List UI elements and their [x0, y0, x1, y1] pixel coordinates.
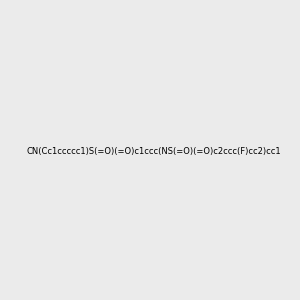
Text: CN(Cc1ccccc1)S(=O)(=O)c1ccc(NS(=O)(=O)c2ccc(F)cc2)cc1: CN(Cc1ccccc1)S(=O)(=O)c1ccc(NS(=O)(=O)c2…: [26, 147, 281, 156]
